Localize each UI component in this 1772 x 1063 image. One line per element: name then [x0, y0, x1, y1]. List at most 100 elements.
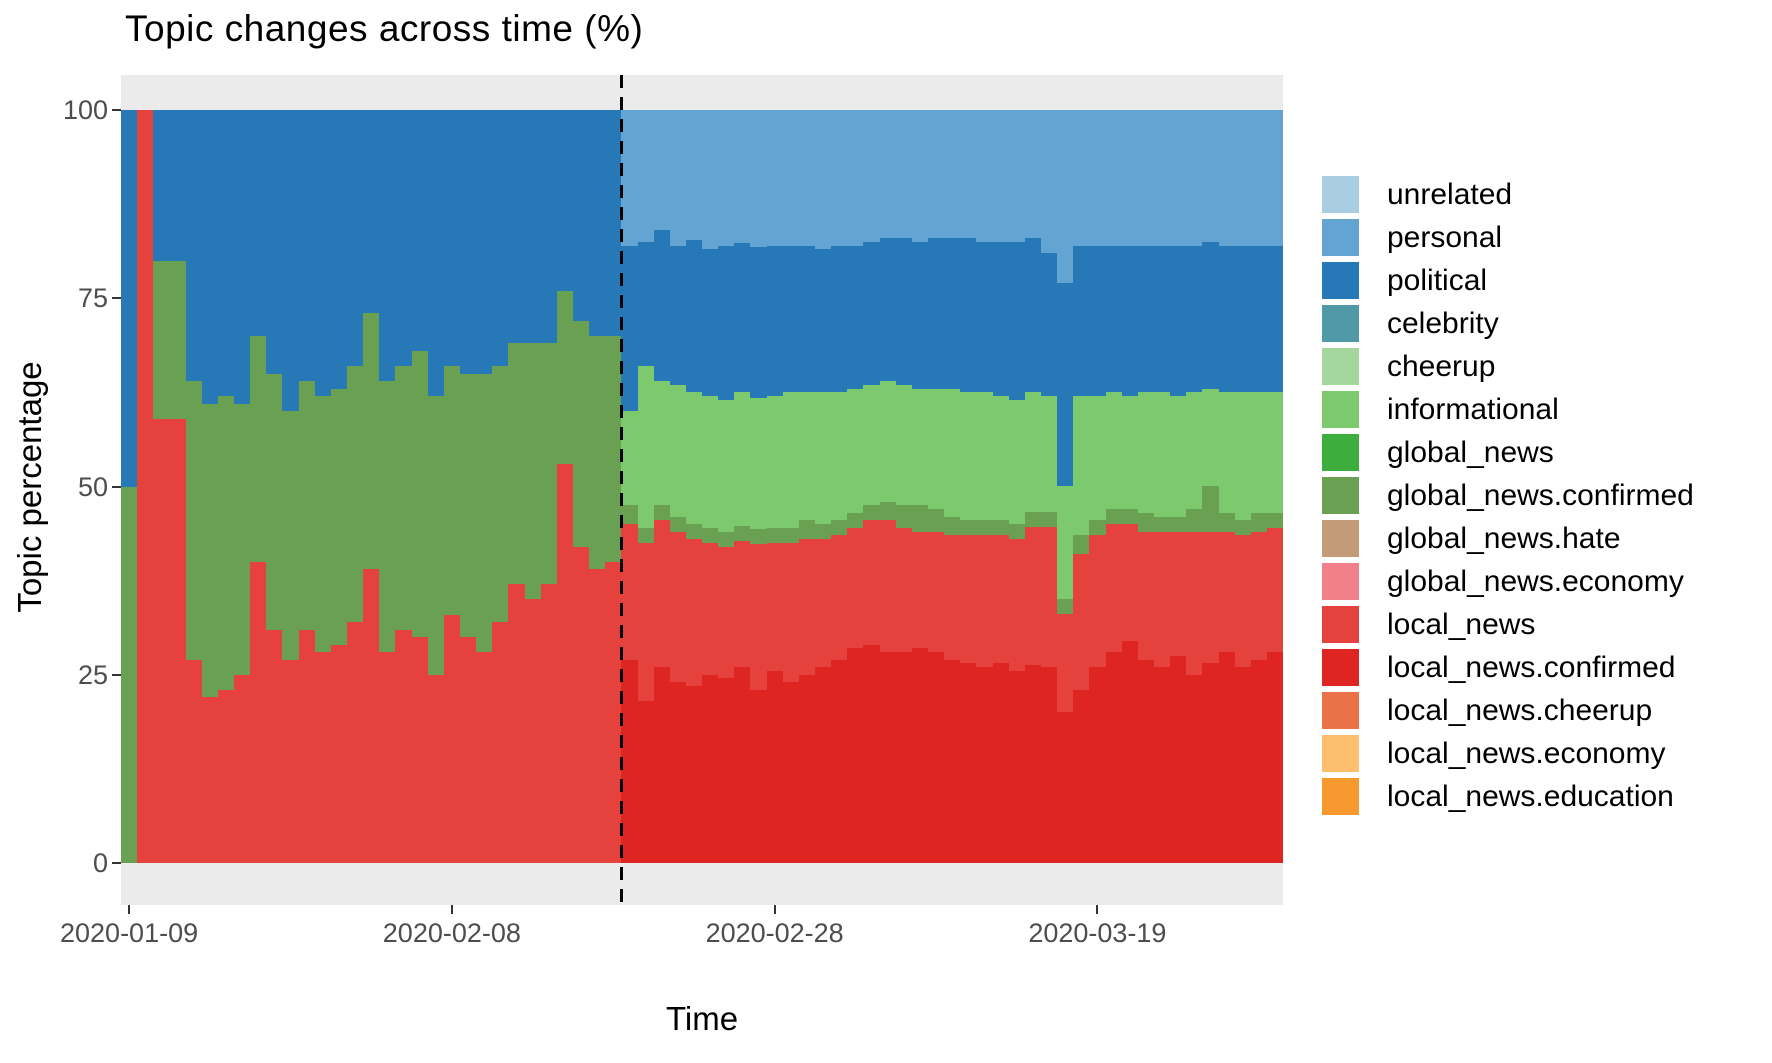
bar-segment-local_news: [653, 520, 670, 668]
bar-segment-local_news.confirmed: [1041, 667, 1058, 863]
bar-segment-informational: [734, 392, 751, 526]
bar-segment-personal: [1234, 110, 1251, 246]
bar-segment-global_news.confirmed: [314, 396, 331, 653]
bar-segment-global_news.confirmed: [508, 343, 525, 585]
bar-segment-political: [1234, 245, 1251, 393]
bar-segment-personal: [1008, 110, 1025, 242]
bar: [1008, 110, 1025, 863]
bar-segment-local_news: [427, 674, 444, 863]
bar-segment-informational: [782, 392, 799, 528]
bar: [750, 110, 767, 863]
bar-segment-global_news.confirmed: [944, 516, 961, 536]
bar-segment-political: [1041, 253, 1058, 397]
bar-segment-personal: [992, 110, 1009, 242]
bar-segment-local_news.confirmed: [1250, 659, 1267, 863]
bar-segment-local_news: [233, 674, 251, 863]
phase-divider-line: [619, 75, 623, 905]
bar-segment-global_news.confirmed: [266, 373, 283, 630]
bar-segment-global_news.confirmed: [605, 335, 622, 562]
bar-segment-global_news.confirmed: [1057, 599, 1074, 615]
bar-segment-global_news.confirmed: [427, 396, 444, 675]
bar: [637, 110, 654, 863]
bar-segment-personal: [944, 110, 961, 238]
bar-segment-political: [395, 110, 412, 367]
bar-segment-personal: [1105, 110, 1122, 246]
y-tick-mark: [112, 485, 121, 488]
y-tick-mark: [112, 862, 121, 864]
legend-label: informational: [1387, 392, 1559, 426]
bar-segment-personal: [669, 110, 686, 246]
bar: [314, 110, 331, 863]
bar: [621, 110, 638, 863]
bar-segment-personal: [960, 110, 977, 238]
bar-segment-local_news: [750, 544, 767, 690]
bar: [250, 110, 267, 863]
bar-segment-local_news: [847, 527, 864, 649]
bar-segment-political: [831, 245, 848, 393]
bar-segment-local_news.confirmed: [718, 678, 735, 863]
bar: [669, 110, 686, 863]
bar-segment-informational: [928, 388, 945, 510]
bar-segment-political: [895, 238, 912, 385]
bar-segment-political: [798, 245, 816, 393]
legend-swatch-informational: [1322, 391, 1359, 428]
bar-segment-local_news: [879, 520, 896, 653]
bar-segment-personal: [766, 110, 783, 246]
bar-segment-political: [1186, 245, 1203, 393]
bar-segment-local_news: [572, 546, 590, 863]
bar-segment-global_news.confirmed: [782, 527, 799, 543]
bar: [589, 110, 606, 863]
bar-segment-local_news: [524, 599, 541, 863]
bar-segment-local_news.confirmed: [637, 701, 654, 863]
bar-segment-global_news.confirmed: [169, 260, 186, 419]
bar-segment-local_news: [1024, 527, 1042, 665]
bar-segment-local_news: [395, 629, 412, 863]
bar: [411, 110, 428, 863]
bar: [524, 110, 541, 863]
bar-segment-political: [928, 238, 945, 389]
y-tick-label: 25: [77, 659, 108, 690]
bar: [831, 110, 848, 863]
bar-segment-local_news: [476, 652, 493, 863]
bar-segment-informational: [653, 381, 670, 506]
bar-segment-political: [1073, 245, 1090, 397]
bar-segment-local_news: [1154, 531, 1171, 668]
bar-segment-informational: [1057, 486, 1074, 600]
bar-segment-global_news.confirmed: [411, 350, 428, 638]
legend-label: local_news.cheerup: [1387, 693, 1653, 727]
legend-swatch-global_news.hate: [1322, 520, 1359, 557]
legend-item-personal: personal: [1322, 219, 1694, 256]
bar: [298, 110, 315, 863]
bar-segment-local_news: [298, 629, 315, 863]
bar-segment-informational: [831, 392, 848, 521]
bar-segment-local_news.confirmed: [976, 667, 993, 863]
bar-segment-political: [1170, 245, 1187, 397]
bar-segment-local_news: [379, 652, 396, 863]
bar-segment-local_news: [282, 659, 299, 863]
legend-label: celebrity: [1387, 306, 1499, 340]
bar-segment-local_news: [1105, 524, 1122, 653]
bar-segment-local_news: [1089, 535, 1106, 668]
bar-segment-personal: [895, 110, 912, 238]
bar-segment-informational: [1105, 392, 1122, 510]
bar-segment-local_news: [944, 535, 961, 660]
bar-segment-political: [1218, 245, 1235, 393]
bar-segment-global_news.confirmed: [556, 290, 573, 464]
bar-segment-global_news.confirmed: [992, 520, 1009, 536]
bar-segment-political: [1266, 245, 1284, 393]
bar-segment-personal: [798, 110, 816, 246]
bar-segment-local_news.confirmed: [702, 674, 719, 863]
bar: [992, 110, 1009, 863]
bar-segment-personal: [685, 110, 703, 240]
bar-segment-local_news.confirmed: [895, 652, 912, 863]
bar-segment-political: [863, 241, 880, 385]
bar-segment-personal: [928, 110, 945, 238]
bar-segment-local_news: [798, 539, 816, 675]
legend-label: global_news: [1387, 435, 1554, 469]
bar-segment-local_news: [621, 524, 638, 660]
bar-segment-local_news: [702, 542, 719, 675]
bar: [960, 110, 977, 863]
bar-segment-global_news.confirmed: [330, 388, 347, 645]
bar-segment-global_news.confirmed: [476, 373, 493, 653]
bar: [766, 110, 783, 863]
